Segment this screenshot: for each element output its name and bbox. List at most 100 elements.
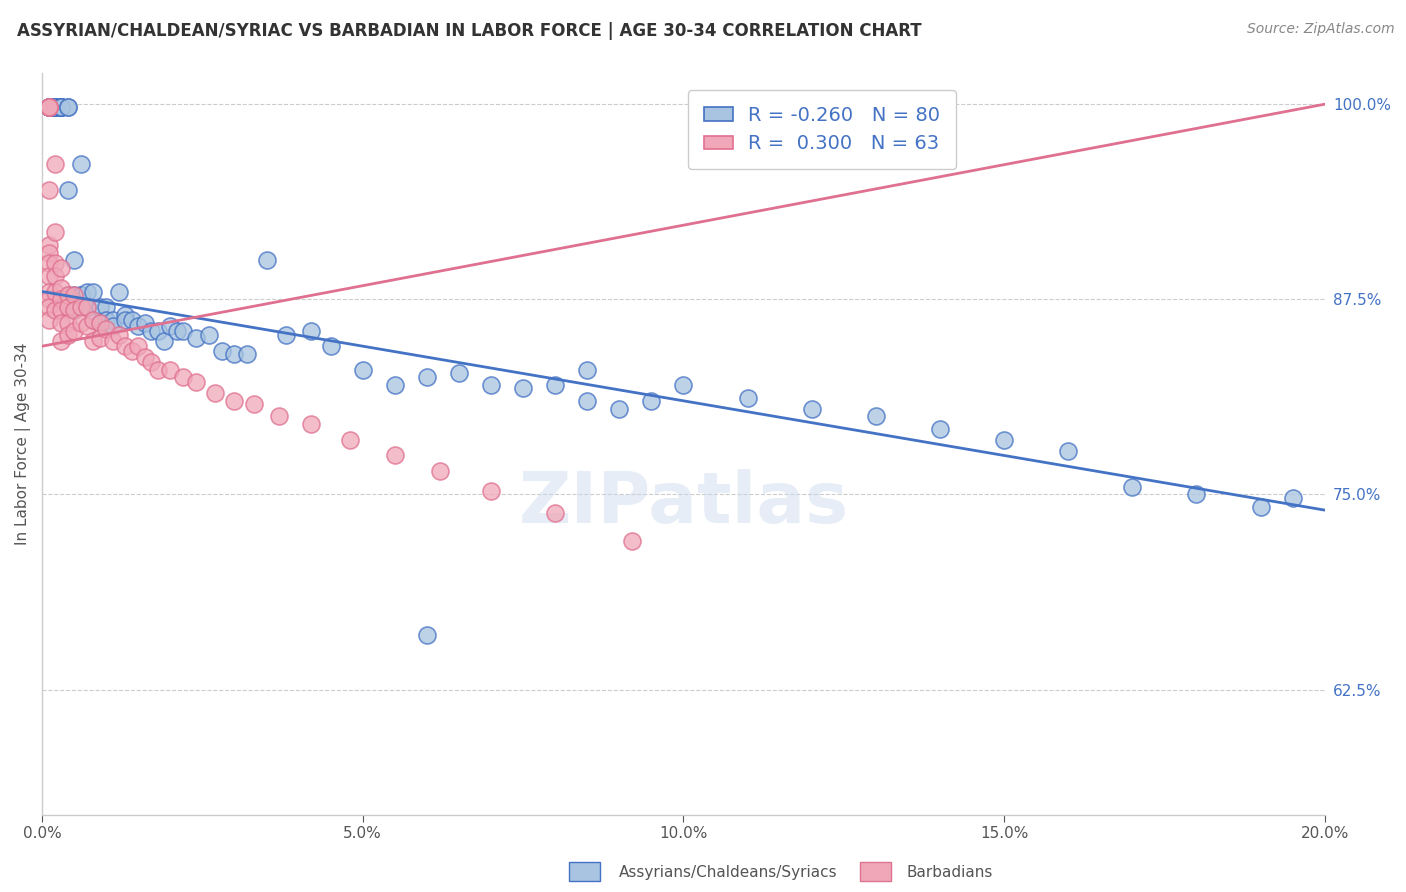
Point bbox=[44, 100, 66, 114]
Point bbox=[51, 100, 73, 114]
Point bbox=[76, 318, 98, 333]
Point bbox=[63, 287, 86, 301]
Point bbox=[339, 433, 361, 447]
Point bbox=[159, 318, 181, 333]
Point bbox=[1250, 500, 1272, 514]
Point bbox=[44, 156, 66, 170]
Point bbox=[211, 343, 233, 358]
Point bbox=[38, 100, 60, 114]
Legend: R = -0.260   N = 80, R =  0.300   N = 63: R = -0.260 N = 80, R = 0.300 N = 63 bbox=[688, 90, 956, 169]
Point bbox=[1185, 487, 1208, 501]
Point bbox=[479, 484, 502, 499]
Point bbox=[63, 303, 86, 318]
Point bbox=[38, 256, 60, 270]
Point bbox=[865, 409, 887, 424]
Point bbox=[38, 268, 60, 283]
Point bbox=[82, 312, 104, 326]
Point bbox=[127, 339, 149, 353]
Point bbox=[89, 316, 111, 330]
Point bbox=[101, 312, 124, 326]
Point bbox=[928, 422, 950, 436]
Point bbox=[256, 253, 278, 268]
Point bbox=[114, 339, 136, 353]
Point bbox=[121, 312, 143, 326]
Point bbox=[146, 324, 169, 338]
Point bbox=[384, 378, 406, 392]
Point bbox=[134, 350, 156, 364]
Point bbox=[82, 312, 104, 326]
Point bbox=[447, 366, 470, 380]
Point bbox=[44, 100, 66, 114]
Point bbox=[51, 334, 73, 349]
Point bbox=[56, 287, 79, 301]
Point bbox=[44, 100, 66, 114]
Point bbox=[166, 324, 188, 338]
Point bbox=[51, 100, 73, 114]
Point bbox=[56, 328, 79, 343]
Point bbox=[38, 100, 60, 114]
Point bbox=[96, 312, 118, 326]
Point bbox=[384, 449, 406, 463]
Point bbox=[416, 628, 439, 642]
Point bbox=[319, 339, 342, 353]
Point bbox=[69, 287, 91, 301]
Point bbox=[607, 401, 630, 416]
Point bbox=[172, 324, 194, 338]
Point bbox=[51, 100, 73, 114]
Point bbox=[224, 347, 246, 361]
Point bbox=[274, 328, 297, 343]
Point bbox=[800, 401, 823, 416]
Point bbox=[544, 506, 567, 520]
Point bbox=[301, 324, 323, 338]
Point bbox=[576, 362, 599, 376]
Point bbox=[38, 100, 60, 114]
Point bbox=[352, 362, 374, 376]
Point bbox=[101, 318, 124, 333]
Point bbox=[621, 534, 644, 549]
Point bbox=[51, 293, 73, 307]
Point bbox=[429, 464, 451, 478]
Point bbox=[56, 100, 79, 114]
Point bbox=[96, 300, 118, 314]
Point bbox=[134, 316, 156, 330]
Point bbox=[51, 100, 73, 114]
Point bbox=[38, 237, 60, 252]
Point bbox=[1281, 491, 1303, 505]
Point bbox=[63, 324, 86, 338]
Point bbox=[44, 285, 66, 299]
Point bbox=[56, 316, 79, 330]
Point bbox=[1057, 443, 1080, 458]
Point bbox=[89, 331, 111, 345]
Point bbox=[672, 378, 695, 392]
Point bbox=[224, 393, 246, 408]
Point bbox=[139, 324, 162, 338]
Point bbox=[51, 261, 73, 276]
Point bbox=[146, 362, 169, 376]
Point bbox=[38, 312, 60, 326]
Point bbox=[127, 318, 149, 333]
Point bbox=[121, 343, 143, 358]
Text: ASSYRIAN/CHALDEAN/SYRIAC VS BARBADIAN IN LABOR FORCE | AGE 30-34 CORRELATION CHA: ASSYRIAN/CHALDEAN/SYRIAC VS BARBADIAN IN… bbox=[17, 22, 921, 40]
Point bbox=[63, 253, 86, 268]
Point bbox=[69, 287, 91, 301]
Point bbox=[640, 393, 662, 408]
Point bbox=[38, 245, 60, 260]
Point bbox=[69, 300, 91, 314]
Point bbox=[737, 391, 759, 405]
Point bbox=[63, 287, 86, 301]
Point bbox=[82, 334, 104, 349]
Point bbox=[96, 322, 118, 336]
Point bbox=[76, 285, 98, 299]
Point bbox=[63, 303, 86, 318]
Point bbox=[172, 370, 194, 384]
Point bbox=[479, 378, 502, 392]
Point bbox=[82, 285, 104, 299]
Point bbox=[44, 268, 66, 283]
Point bbox=[38, 100, 60, 114]
Point bbox=[44, 100, 66, 114]
Point bbox=[51, 316, 73, 330]
Point bbox=[512, 381, 534, 395]
Point bbox=[108, 285, 131, 299]
Text: Barbadians: Barbadians bbox=[907, 865, 993, 880]
Point bbox=[993, 433, 1015, 447]
